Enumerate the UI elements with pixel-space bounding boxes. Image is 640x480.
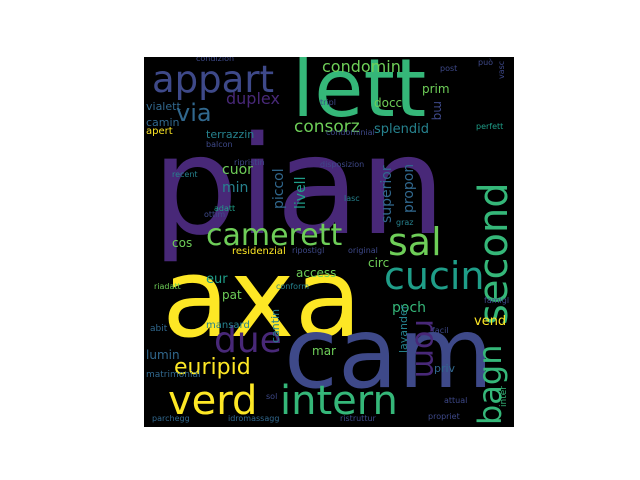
word-via: via <box>176 99 212 127</box>
word-mar: mar <box>312 344 336 358</box>
word-duplex: duplex <box>226 89 280 108</box>
word-pat: pat <box>222 288 242 302</box>
word-intern: intern <box>280 378 398 424</box>
word-axa: axa <box>162 234 362 362</box>
word-idromassagg: idromassagg <box>228 414 280 423</box>
word-sol: sol <box>266 392 278 401</box>
word-mansard: mansard <box>206 320 250 331</box>
word-terrazzin: terrazzin <box>206 128 255 141</box>
word-inter: inter <box>499 386 509 407</box>
word-camerett: camerett <box>206 218 343 253</box>
word-disposizion: disposizion <box>320 160 365 169</box>
word-cantin: cantin <box>269 308 282 343</box>
word-ripostigl: ripostigl <box>292 246 325 255</box>
word-circ: circ <box>368 256 390 270</box>
word-original: original <box>348 246 378 255</box>
word-puo: può <box>478 58 494 67</box>
word-riadatt: riadatt <box>154 282 181 291</box>
word-ottim: ottim <box>204 210 226 219</box>
word-euripid: euripid <box>174 355 251 380</box>
word-facil: facil <box>432 326 449 335</box>
word-attual: attual <box>444 396 468 405</box>
word-mq: mq <box>431 101 445 121</box>
word-prim: prim <box>422 82 450 96</box>
word-condomin: condomin <box>322 57 401 76</box>
word-ristruttur: ristruttur <box>340 414 376 423</box>
word-adatt: adatt <box>214 204 236 213</box>
word-bagn: bagn <box>471 344 509 425</box>
word-residenzial: residenzial <box>232 246 286 257</box>
word-balcon: balcon <box>206 140 233 149</box>
word-vialett: vialett <box>146 100 181 113</box>
word-lavander: lavander <box>397 304 410 353</box>
word-ripristin: ripristin <box>234 158 265 167</box>
word-pian: pian <box>152 108 446 266</box>
word-conform: conform <box>276 282 310 291</box>
word-docc: docc <box>374 96 403 110</box>
word-vend: vend <box>474 314 507 329</box>
word-lasc: lasc <box>344 194 360 203</box>
word-min: min <box>222 180 249 196</box>
word-parchegg: parchegg <box>152 414 190 423</box>
word-verd: verd <box>168 378 258 424</box>
word-recent: recent <box>172 170 198 179</box>
word-due: due <box>214 320 282 361</box>
word-cuor: cuor <box>222 162 253 178</box>
word-condominial: condominial <box>326 128 375 137</box>
word-lett: lett <box>292 57 427 135</box>
word-abit: abit <box>150 324 168 334</box>
word-consorz: consorz <box>294 117 360 137</box>
word-piccol: piccol <box>271 168 287 209</box>
word-cloud-panel: pian axa cam lett appart condomin second… <box>144 57 514 427</box>
word-cucin: cucin <box>384 254 485 298</box>
word-matrimonial: matrimonial <box>146 370 201 380</box>
word-access: access <box>296 266 337 280</box>
word-propon: propon <box>401 163 417 213</box>
word-tripl: tripl <box>320 98 336 107</box>
word-apert: apert <box>146 126 173 137</box>
word-superior: superior <box>379 165 395 223</box>
word-lumin: lumin <box>146 348 180 362</box>
word-graz: graz <box>396 218 414 227</box>
word-condizion: condizion <box>196 57 235 63</box>
word-propriet: propriet <box>428 412 460 421</box>
word-camin: camin <box>146 116 180 129</box>
word-appart: appart <box>152 58 275 101</box>
word-post: post <box>440 64 458 73</box>
word-vasc: vasc <box>497 60 506 79</box>
word-livell: livell <box>293 176 309 209</box>
word-sal: sal <box>388 220 442 264</box>
word-cam: cam <box>284 297 494 411</box>
word-perfett: perfett <box>476 122 504 131</box>
word-cos: cos <box>172 236 193 250</box>
word-famigl: famigl <box>484 296 510 305</box>
word-splendid: splendid <box>374 122 429 137</box>
word-priv: priv <box>434 362 456 375</box>
word-poch: poch <box>392 300 427 316</box>
word-eur: eur <box>206 272 228 287</box>
